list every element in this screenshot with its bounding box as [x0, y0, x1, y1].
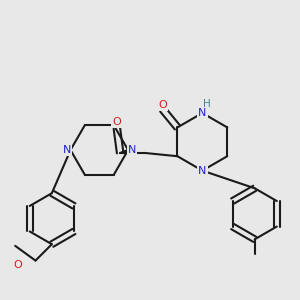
Text: O: O: [13, 260, 22, 269]
Text: N: N: [198, 166, 206, 176]
Text: N: N: [128, 145, 136, 155]
Text: N: N: [62, 145, 71, 155]
Text: O: O: [158, 100, 167, 110]
Text: O: O: [112, 117, 121, 127]
Text: N: N: [198, 108, 206, 118]
Text: H: H: [203, 99, 211, 109]
